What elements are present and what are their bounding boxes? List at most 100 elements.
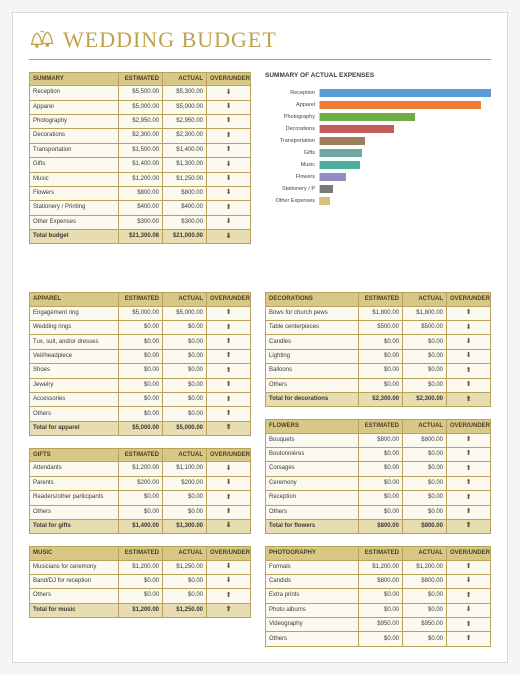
cell-est: $5,000.00 bbox=[119, 421, 163, 435]
cell-label: Others bbox=[266, 505, 359, 519]
table-row: Others $0.00 $0.00 ⬆ bbox=[30, 505, 251, 519]
cell-act: $0.00 bbox=[403, 491, 447, 505]
chart-row: Apparel bbox=[265, 101, 491, 109]
cell-label: Jewelry bbox=[30, 378, 119, 392]
cell-act: $0.00 bbox=[403, 335, 447, 349]
th-actual: ACTUAL bbox=[163, 547, 207, 560]
table-row: Other Expenses $300.00 $300.00 ⬇ bbox=[30, 215, 251, 229]
arrow-down-icon: ⬇ bbox=[226, 189, 232, 196]
cell-act: $2,300.00 bbox=[403, 393, 447, 407]
cell-arrow: ⬆ bbox=[447, 462, 491, 476]
th-overunder: OVER/UNDER bbox=[207, 547, 251, 560]
cell-act: $21,000.00 bbox=[163, 230, 207, 244]
table-row: Bows for church pews $1,800.00 $1,800.00… bbox=[266, 306, 491, 320]
cell-label: Bows for church pews bbox=[266, 306, 359, 320]
cell-est: $1,200.00 bbox=[119, 603, 163, 617]
table-row: Others $0.00 $0.00 ⬆ bbox=[30, 407, 251, 421]
chart-bar bbox=[320, 197, 330, 205]
divider bbox=[29, 59, 491, 60]
table-row: Others $0.00 $0.00 ⬆ bbox=[266, 632, 491, 646]
th-category: APPAREL bbox=[30, 293, 119, 306]
cell-est: $800.00 bbox=[359, 433, 403, 447]
arrow-down-icon: ⬇ bbox=[226, 103, 232, 110]
cell-arrow: ⬆ bbox=[207, 129, 251, 143]
chart-bar bbox=[320, 185, 333, 193]
arrow-up-icon: ⬆ bbox=[466, 381, 472, 388]
arrow-down-icon: ⬇ bbox=[226, 161, 232, 168]
cell-est: $400.00 bbox=[119, 201, 163, 215]
chart-bar bbox=[320, 101, 481, 109]
chart-track bbox=[319, 173, 491, 181]
th-estimated: ESTIMATED bbox=[119, 293, 163, 306]
arrow-up-icon: ⬆ bbox=[466, 465, 472, 472]
cell-arrow: ⬆ bbox=[447, 447, 491, 461]
cell-act: $800.00 bbox=[403, 574, 447, 588]
cell-est: $0.00 bbox=[359, 603, 403, 617]
chart-bar bbox=[320, 113, 415, 121]
cell-act: $300.00 bbox=[163, 215, 207, 229]
cell-arrow: ⬆ bbox=[207, 306, 251, 320]
cell-label: Transportation bbox=[30, 143, 119, 157]
cell-arrow: ⬆ bbox=[207, 321, 251, 335]
chart-label: Decorations bbox=[265, 126, 315, 132]
th-estimated: ESTIMATED bbox=[119, 449, 163, 462]
cell-act: $0.00 bbox=[163, 364, 207, 378]
arrow-up-icon: ⬆ bbox=[466, 436, 472, 443]
cell-arrow: ⬆ bbox=[207, 349, 251, 363]
table-row: Balloons $0.00 $0.00 ⬆ bbox=[266, 364, 491, 378]
cell-est: $2,300.00 bbox=[359, 393, 403, 407]
th-estimated: ESTIMATED bbox=[119, 547, 163, 560]
arrow-up-icon: ⬆ bbox=[226, 606, 232, 613]
chart-bar bbox=[320, 137, 365, 145]
cell-est: $0.00 bbox=[119, 378, 163, 392]
cell-est: $2,950.00 bbox=[119, 114, 163, 128]
table-row: Photo albums $0.00 $0.00 ⬇ bbox=[266, 603, 491, 617]
cell-est: $0.00 bbox=[119, 393, 163, 407]
cell-arrow: ⬇ bbox=[207, 215, 251, 229]
th-overunder: OVER/UNDER bbox=[207, 449, 251, 462]
table-row: Formals $1,200.00 $1,200.00 ⬆ bbox=[266, 560, 491, 574]
table-row: Ceremony $0.00 $0.00 ⬆ bbox=[266, 476, 491, 490]
cell-label: Others bbox=[30, 505, 119, 519]
page-title: WEDDING BUDGET bbox=[63, 27, 277, 53]
arrow-down-icon: ⬇ bbox=[466, 606, 472, 613]
table-total-row: Total for apparel $5,000.00 $5,000.00 ⬆ bbox=[30, 421, 251, 435]
arrow-down-icon: ⬇ bbox=[226, 577, 232, 584]
arrow-down-icon: ⬇ bbox=[466, 338, 472, 345]
chart-row: Stationery / P bbox=[265, 185, 491, 193]
arrow-down-icon: ⬇ bbox=[466, 577, 472, 584]
cell-label: Others bbox=[30, 589, 119, 603]
cell-arrow: ⬇ bbox=[207, 186, 251, 200]
th-category: GIFTS bbox=[30, 449, 119, 462]
cell-est: $950.00 bbox=[359, 618, 403, 632]
cell-label: Total for decorations bbox=[266, 393, 359, 407]
table-row: Band/DJ for reception $0.00 $0.00 ⬇ bbox=[30, 574, 251, 588]
cell-act: $0.00 bbox=[403, 378, 447, 392]
cell-act: $1,250.00 bbox=[163, 603, 207, 617]
chart-label: Stationery / P bbox=[265, 186, 315, 192]
cell-arrow: ⬆ bbox=[447, 589, 491, 603]
cell-label: Gifts bbox=[30, 158, 119, 172]
arrow-up-icon: ⬆ bbox=[466, 621, 472, 628]
cell-est: $0.00 bbox=[119, 349, 163, 363]
th-actual: ACTUAL bbox=[403, 420, 447, 433]
chart-row: Other Expenses bbox=[265, 197, 491, 205]
cell-arrow: ⬆ bbox=[207, 589, 251, 603]
cell-arrow: ⬆ bbox=[447, 560, 491, 574]
cell-arrow: ⬆ bbox=[207, 505, 251, 519]
th-category: FLOWERS bbox=[266, 420, 359, 433]
arrow-up-icon: ⬆ bbox=[226, 396, 232, 403]
arrow-up-icon: ⬆ bbox=[226, 132, 232, 139]
cell-arrow: ⬆ bbox=[447, 378, 491, 392]
cell-est: $0.00 bbox=[359, 491, 403, 505]
cell-act: $0.00 bbox=[403, 462, 447, 476]
chart-label: Music bbox=[265, 162, 315, 168]
cell-arrow: ⬇ bbox=[207, 462, 251, 476]
cell-est: $5,000.00 bbox=[119, 306, 163, 320]
cell-est: $0.00 bbox=[359, 462, 403, 476]
table-row: Readers/other participants $0.00 $0.00 ⬆ bbox=[30, 491, 251, 505]
table-row: Parents $200.00 $200.00 ⬇ bbox=[30, 476, 251, 490]
cell-label: Wedding rings bbox=[30, 321, 119, 335]
cell-arrow: ⬆ bbox=[447, 476, 491, 490]
chart-row: Decorations bbox=[265, 125, 491, 133]
